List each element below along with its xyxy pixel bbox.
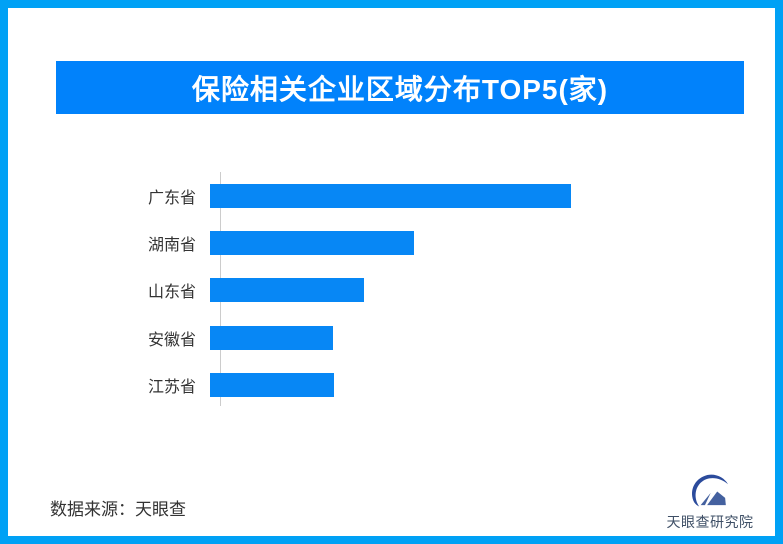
bar-track (210, 325, 571, 350)
tianyancha-logo: 天眼查研究院 (660, 472, 760, 532)
bar-row: 广东省 (8, 172, 783, 219)
bar-track (210, 372, 571, 397)
bar-anhui (210, 325, 334, 350)
tianyancha-logo-icon (692, 474, 728, 507)
category-label: 江苏省 (147, 378, 196, 396)
data-source-note: 数据来源：天眼查 (50, 500, 186, 519)
tianyancha-logo-text: 天眼查研究院 (666, 514, 754, 530)
bar-track (210, 278, 571, 303)
category-label: 广东省 (147, 189, 196, 207)
bar-rows: 广东省 湖南省 山东省 安徽省 (8, 172, 783, 408)
bar-row: 江苏省 (8, 361, 783, 408)
bar-guangdong (210, 183, 571, 208)
category-label: 安徽省 (147, 331, 196, 349)
bar-hunan (210, 230, 414, 255)
bar-shandong (210, 278, 365, 303)
category-label: 湖南省 (147, 236, 196, 254)
chart-title: 保险相关企业区域分布TOP5(家) (191, 73, 609, 105)
category-label: 山东省 (147, 284, 196, 302)
chart-title-banner: 保险相关企业区域分布TOP5(家) (56, 61, 744, 114)
bar-track (210, 230, 571, 255)
bar-track (210, 183, 571, 208)
bar-row: 湖南省 (8, 219, 783, 266)
bar-jiangsu (210, 372, 335, 397)
bar-row: 安徽省 (8, 314, 783, 361)
bar-row: 山东省 (8, 267, 783, 314)
bar-chart: 广东省 湖南省 山东省 安徽省 (8, 172, 783, 406)
